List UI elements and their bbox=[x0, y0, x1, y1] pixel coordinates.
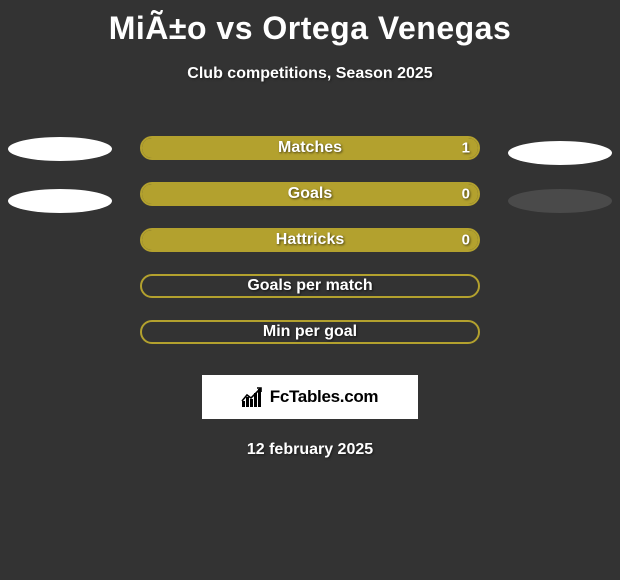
player-right-ellipse bbox=[508, 189, 612, 213]
player-left-ellipse bbox=[8, 137, 112, 161]
stat-bar: Goals 0 bbox=[140, 182, 480, 206]
stat-row: Matches 1 bbox=[0, 125, 620, 171]
footer-date: 12 february 2025 bbox=[0, 441, 620, 459]
stat-row: Goals per match bbox=[0, 263, 620, 309]
stat-label: Hattricks bbox=[276, 231, 344, 249]
stat-label: Matches bbox=[278, 139, 342, 157]
stat-label: Min per goal bbox=[263, 323, 357, 341]
page-title: MiÃ±o vs Ortega Venegas bbox=[0, 0, 620, 47]
branding-box: FcTables.com bbox=[202, 375, 418, 419]
stat-row: Min per goal bbox=[0, 309, 620, 355]
stat-bar: Hattricks 0 bbox=[140, 228, 480, 252]
logo-icon bbox=[242, 387, 264, 407]
stat-label: Goals bbox=[288, 185, 332, 203]
stat-label: Goals per match bbox=[247, 277, 372, 295]
stat-bar: Matches 1 bbox=[140, 136, 480, 160]
stat-value: 1 bbox=[462, 140, 470, 157]
player-left-ellipse bbox=[8, 189, 112, 213]
stat-row: Goals 0 bbox=[0, 171, 620, 217]
stat-bar: Min per goal bbox=[140, 320, 480, 344]
page-subtitle: Club competitions, Season 2025 bbox=[0, 65, 620, 83]
stat-row: Hattricks 0 bbox=[0, 217, 620, 263]
stat-value: 0 bbox=[462, 186, 470, 203]
stats-container: Matches 1 Goals 0 Hattricks 0 Goals per match M… bbox=[0, 125, 620, 355]
stat-value: 0 bbox=[462, 232, 470, 249]
stat-bar: Goals per match bbox=[140, 274, 480, 298]
player-right-ellipse bbox=[508, 141, 612, 165]
logo-text: FcTables.com bbox=[270, 387, 379, 407]
